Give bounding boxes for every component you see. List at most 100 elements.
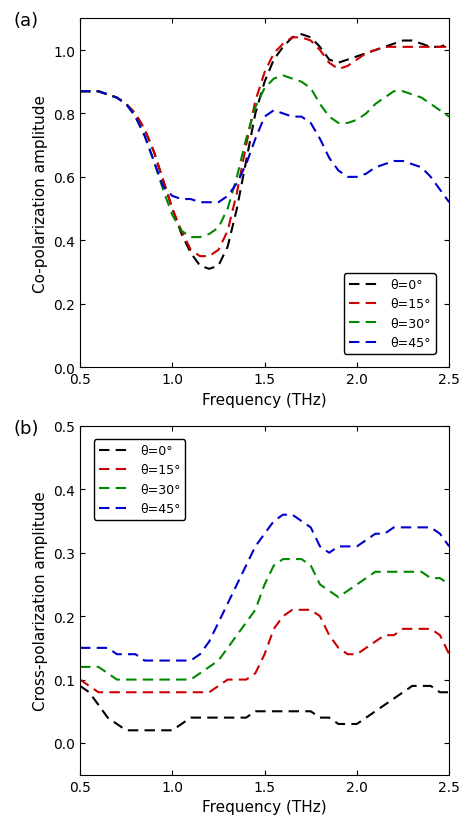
θ=30° [114, 94, 120, 104]
θ=45° [160, 656, 166, 666]
θ=45° [317, 135, 323, 145]
θ=45° [243, 561, 249, 570]
θ=15° [142, 687, 147, 697]
θ=15° [206, 252, 212, 262]
Y-axis label: Co-polarization amplitude: Co-polarization amplitude [33, 94, 47, 292]
θ=0° [133, 725, 138, 735]
θ=0° [400, 687, 406, 697]
θ=30° [170, 675, 175, 685]
θ=15° [345, 62, 350, 72]
θ=30° [345, 119, 350, 129]
θ=45° [188, 656, 193, 666]
θ=15° [86, 87, 92, 97]
θ=15° [400, 43, 406, 53]
θ=15° [428, 624, 434, 634]
θ=0° [170, 725, 175, 735]
θ=30° [317, 100, 323, 110]
θ=30° [123, 675, 129, 685]
θ=45° [77, 87, 83, 97]
θ=15° [308, 36, 314, 46]
θ=30° [447, 580, 452, 590]
θ=0° [253, 109, 258, 119]
θ=45° [170, 191, 175, 201]
θ=0° [373, 706, 378, 716]
θ=15° [216, 246, 221, 256]
θ=0° [197, 262, 203, 272]
θ=45° [225, 599, 230, 609]
θ=30° [234, 173, 240, 183]
θ=0° [271, 706, 277, 716]
Line: θ=0°: θ=0° [80, 686, 449, 730]
θ=45° [400, 156, 406, 166]
θ=0° [447, 687, 452, 697]
θ=15° [382, 630, 387, 640]
θ=45° [363, 536, 369, 546]
θ=0° [114, 94, 120, 104]
θ=0° [290, 33, 295, 43]
Line: θ=45°: θ=45° [80, 515, 449, 661]
θ=15° [363, 643, 369, 653]
θ=0° [77, 681, 83, 691]
θ=30° [271, 561, 277, 570]
Line: θ=15°: θ=15° [80, 38, 449, 257]
θ=30° [363, 109, 369, 119]
θ=30° [336, 119, 341, 129]
θ=45° [271, 106, 277, 116]
θ=45° [410, 160, 415, 170]
θ=45° [363, 170, 369, 180]
Line: θ=30°: θ=30° [80, 560, 449, 680]
θ=0° [299, 30, 304, 40]
θ=45° [410, 522, 415, 532]
θ=0° [382, 43, 387, 53]
θ=45° [345, 173, 350, 183]
θ=0° [354, 720, 360, 729]
θ=30° [290, 75, 295, 84]
θ=0° [280, 43, 286, 53]
θ=45° [419, 163, 424, 173]
θ=30° [123, 100, 129, 110]
θ=15° [308, 605, 314, 615]
θ=15° [179, 227, 184, 237]
θ=30° [253, 605, 258, 615]
θ=30° [105, 668, 110, 678]
θ=30° [428, 574, 434, 584]
θ=0° [160, 176, 166, 185]
θ=0° [345, 55, 350, 65]
θ=0° [419, 40, 424, 50]
θ=15° [382, 43, 387, 53]
θ=15° [437, 630, 443, 640]
θ=15° [345, 649, 350, 659]
θ=30° [197, 233, 203, 243]
θ=45° [225, 191, 230, 201]
θ=45° [271, 517, 277, 527]
θ=45° [234, 580, 240, 590]
θ=30° [410, 567, 415, 577]
θ=0° [382, 700, 387, 710]
θ=15° [225, 675, 230, 685]
θ=15° [133, 109, 138, 119]
θ=0° [280, 706, 286, 716]
θ=45° [419, 522, 424, 532]
θ=30° [225, 205, 230, 214]
θ=15° [151, 147, 157, 157]
θ=15° [160, 176, 166, 185]
θ=15° [410, 624, 415, 634]
θ=0° [234, 713, 240, 723]
θ=45° [299, 113, 304, 123]
θ=30° [308, 561, 314, 570]
θ=0° [188, 248, 193, 258]
θ=30° [419, 567, 424, 577]
θ=30° [160, 675, 166, 685]
θ=15° [354, 649, 360, 659]
θ=15° [447, 43, 452, 53]
θ=45° [327, 154, 332, 164]
θ=15° [197, 687, 203, 697]
θ=30° [354, 580, 360, 590]
θ=30° [105, 90, 110, 100]
θ=45° [216, 198, 221, 208]
θ=15° [206, 687, 212, 697]
θ=0° [327, 55, 332, 65]
θ=15° [133, 687, 138, 697]
θ=0° [363, 49, 369, 59]
θ=15° [290, 605, 295, 615]
